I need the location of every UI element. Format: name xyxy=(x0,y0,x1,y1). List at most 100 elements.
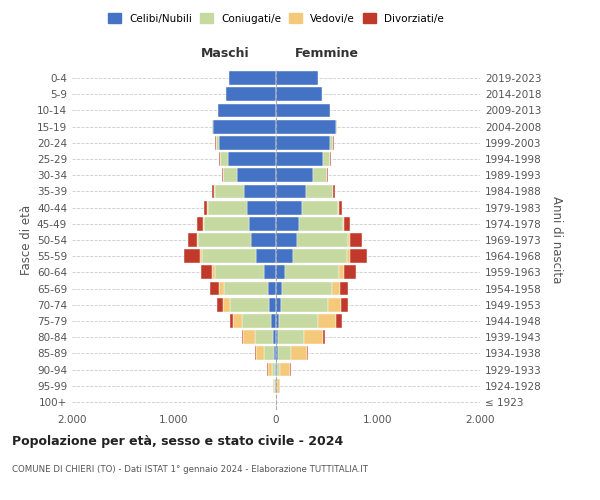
Bar xyxy=(222,168,223,182)
Bar xyxy=(268,282,276,296)
Bar xyxy=(299,217,343,230)
Bar xyxy=(334,184,335,198)
Bar xyxy=(276,88,322,101)
Bar xyxy=(212,184,214,198)
Bar xyxy=(285,266,339,280)
Bar xyxy=(276,282,282,296)
Bar xyxy=(332,282,340,296)
Bar xyxy=(242,314,271,328)
Bar xyxy=(244,330,254,344)
Bar xyxy=(228,152,276,166)
Bar xyxy=(223,298,230,312)
Bar xyxy=(279,314,318,328)
Bar xyxy=(350,233,362,247)
Bar xyxy=(269,298,276,312)
Bar xyxy=(276,168,313,182)
Bar xyxy=(277,362,280,376)
Bar xyxy=(244,184,276,198)
Bar xyxy=(271,314,276,328)
Bar xyxy=(203,217,250,230)
Text: COMUNE DI CHIERI (TO) - Dati ISTAT 1° gennaio 2024 - Elaborazione TUTTITALIA.IT: COMUNE DI CHIERI (TO) - Dati ISTAT 1° ge… xyxy=(12,465,368,474)
Bar xyxy=(256,346,264,360)
Bar xyxy=(278,346,291,360)
Bar xyxy=(229,71,276,85)
Bar xyxy=(323,152,330,166)
Bar xyxy=(291,346,307,360)
Bar xyxy=(264,266,276,280)
Y-axis label: Fasce di età: Fasce di età xyxy=(20,205,33,275)
Bar xyxy=(298,233,349,247)
Bar xyxy=(201,266,212,280)
Bar xyxy=(282,282,332,296)
Bar xyxy=(318,314,336,328)
Bar xyxy=(230,298,269,312)
Bar xyxy=(268,362,272,376)
Bar xyxy=(323,330,325,344)
Bar xyxy=(344,266,356,280)
Bar xyxy=(226,88,276,101)
Bar xyxy=(276,250,293,263)
Bar xyxy=(278,330,304,344)
Bar xyxy=(276,330,278,344)
Bar xyxy=(281,298,328,312)
Bar xyxy=(305,184,333,198)
Bar xyxy=(272,362,275,376)
Bar xyxy=(197,217,203,230)
Bar xyxy=(336,314,342,328)
Bar xyxy=(339,266,344,280)
Bar xyxy=(212,266,215,280)
Bar xyxy=(276,152,323,166)
Bar xyxy=(217,298,223,312)
Bar xyxy=(276,346,278,360)
Bar xyxy=(218,104,276,118)
Bar xyxy=(273,379,274,392)
Bar xyxy=(275,362,276,376)
Bar xyxy=(340,282,349,296)
Bar xyxy=(347,250,350,263)
Bar xyxy=(276,71,318,85)
Bar xyxy=(330,136,333,149)
Bar xyxy=(197,233,199,247)
Bar xyxy=(188,233,197,247)
Bar xyxy=(293,250,347,263)
Bar xyxy=(250,217,276,230)
Bar xyxy=(215,184,244,198)
Bar xyxy=(276,298,281,312)
Bar xyxy=(202,250,256,263)
Bar xyxy=(313,168,327,182)
Bar xyxy=(276,184,305,198)
Text: Maschi: Maschi xyxy=(200,48,250,60)
Bar xyxy=(276,200,302,214)
Bar xyxy=(304,330,323,344)
Bar xyxy=(220,152,228,166)
Bar xyxy=(276,233,298,247)
Bar xyxy=(280,362,290,376)
Bar xyxy=(276,266,285,280)
Bar xyxy=(251,233,276,247)
Y-axis label: Anni di nascita: Anni di nascita xyxy=(550,196,563,284)
Bar xyxy=(210,282,219,296)
Bar xyxy=(307,346,308,360)
Bar xyxy=(254,330,273,344)
Bar xyxy=(274,379,275,392)
Bar xyxy=(223,168,237,182)
Bar xyxy=(343,217,344,230)
Bar xyxy=(276,104,330,118)
Bar xyxy=(247,200,276,214)
Bar xyxy=(276,136,330,149)
Bar xyxy=(237,168,276,182)
Bar xyxy=(339,200,342,214)
Bar xyxy=(203,200,207,214)
Bar xyxy=(219,136,276,149)
Bar xyxy=(224,282,268,296)
Text: Femmine: Femmine xyxy=(295,48,359,60)
Legend: Celibi/Nubili, Coniugati/e, Vedovi/e, Divorziati/e: Celibi/Nubili, Coniugati/e, Vedovi/e, Di… xyxy=(105,10,447,26)
Text: Popolazione per età, sesso e stato civile - 2024: Popolazione per età, sesso e stato civil… xyxy=(12,435,343,448)
Bar xyxy=(213,120,276,134)
Bar xyxy=(350,250,367,263)
Bar xyxy=(233,314,242,328)
Bar xyxy=(200,250,202,263)
Bar xyxy=(219,282,224,296)
Bar xyxy=(273,330,276,344)
Bar xyxy=(328,298,341,312)
